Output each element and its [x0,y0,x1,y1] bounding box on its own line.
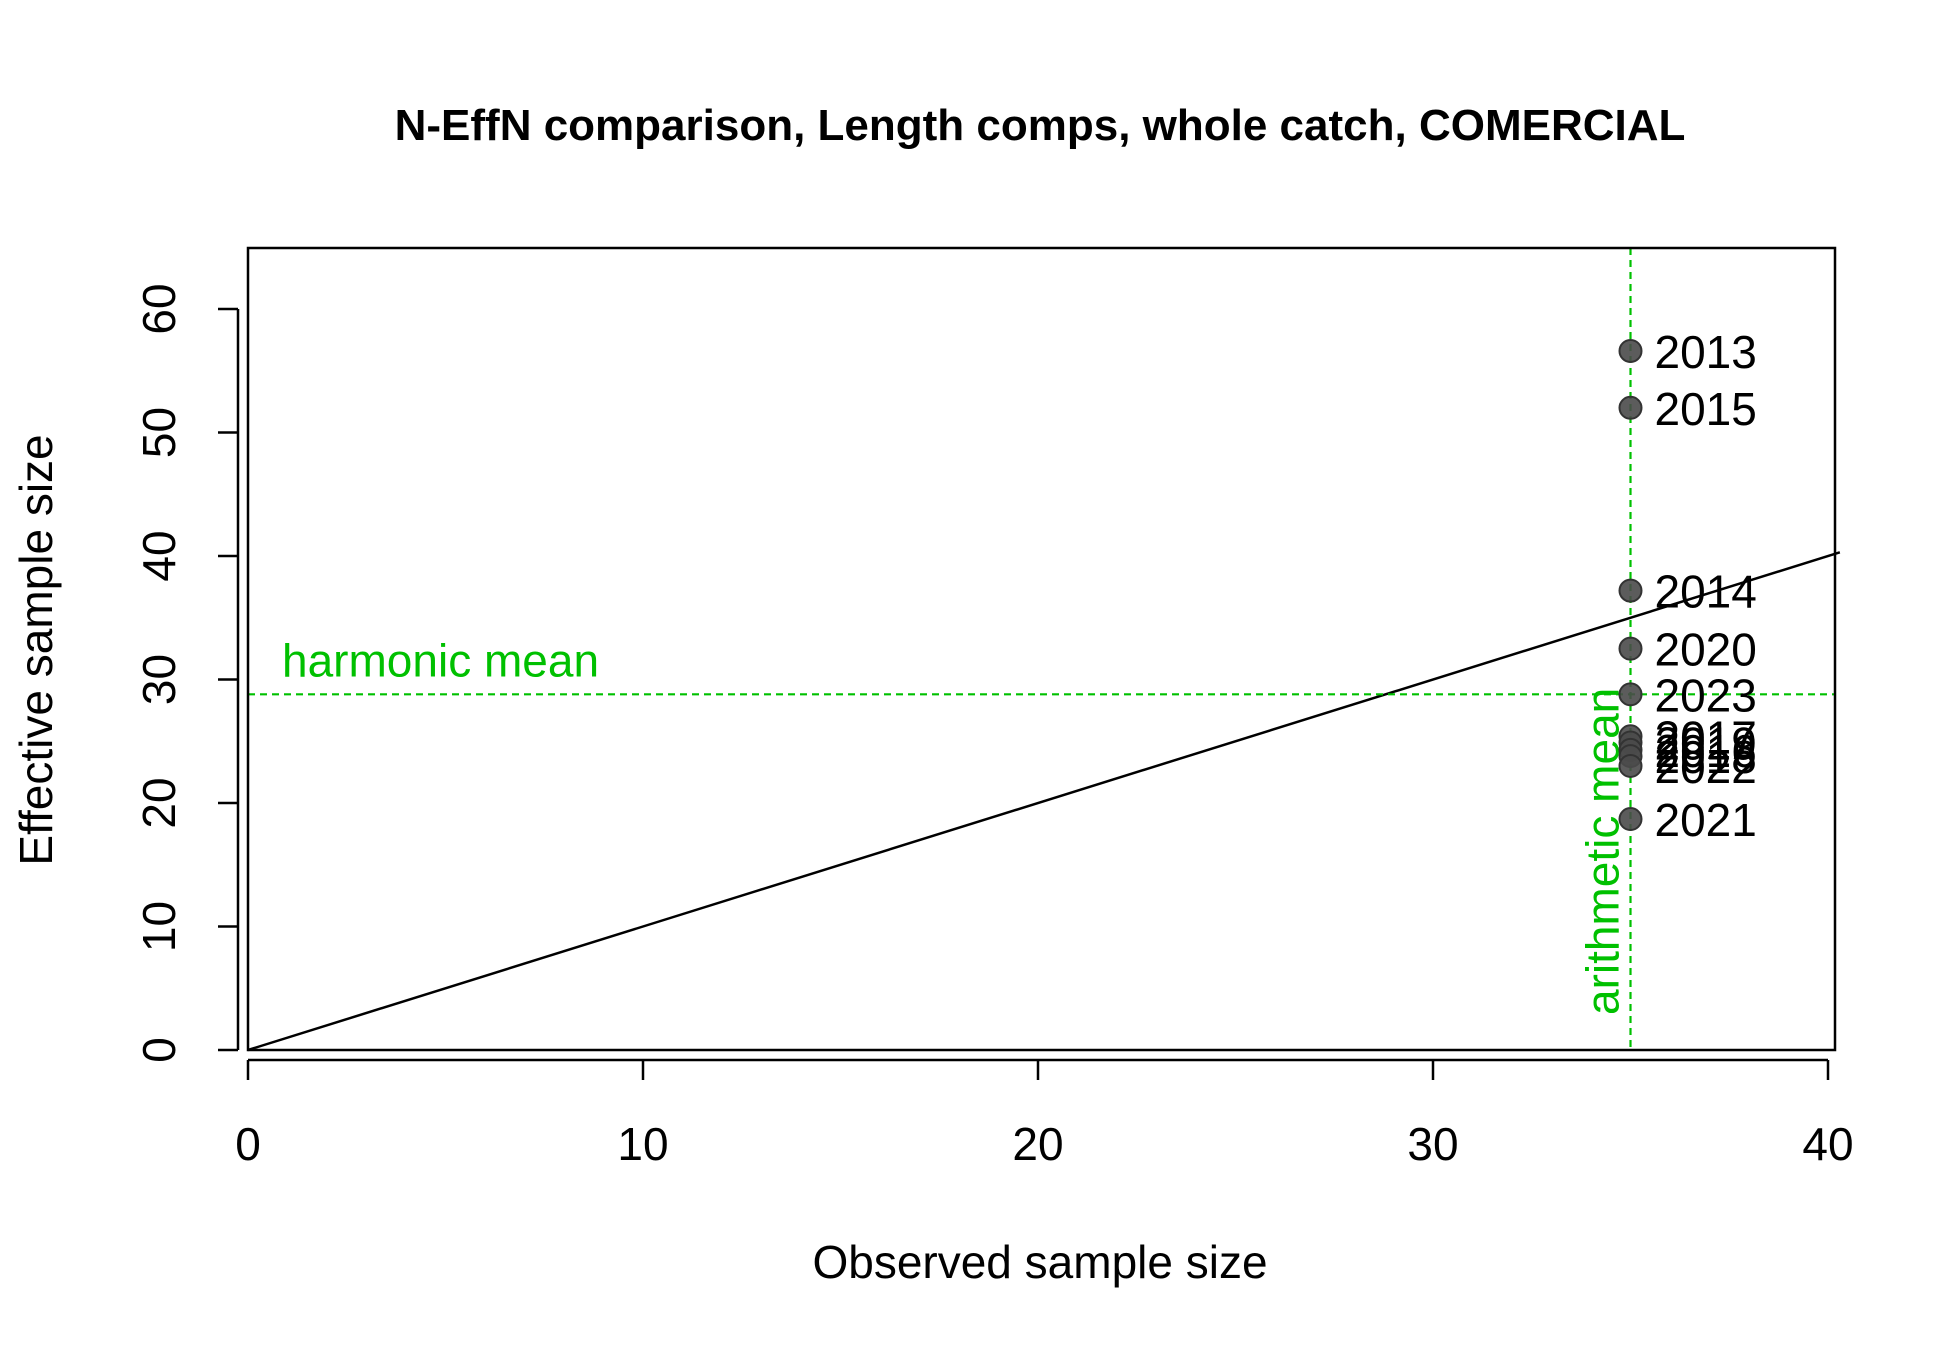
x-axis-label: Observed sample size [812,1236,1267,1288]
data-point [1618,578,1643,603]
x-tick-label: 0 [235,1118,261,1170]
point-label: 2018 [1655,731,1757,783]
y-axis-label: Effective sample size [10,434,62,865]
x-tick-label: 40 [1802,1118,1853,1170]
data-point [1618,338,1643,363]
data-point [1618,682,1643,707]
y-tick-label: 20 [133,777,185,828]
y-tick-label: 0 [133,1037,185,1063]
x-tick-label: 10 [617,1118,668,1170]
point-label: 2020 [1655,624,1757,676]
point-label: 2017 [1655,711,1757,763]
y-tick-label: 10 [133,901,185,952]
point-label: 2016 [1655,725,1757,777]
x-tick-label: 20 [1012,1118,1063,1170]
point-label: 2022 [1655,741,1757,793]
y-tick-label: 50 [133,407,185,458]
harmonic-mean-label: harmonic mean [282,634,599,686]
point-label: 2021 [1655,794,1757,846]
data-point [1618,636,1643,661]
data-point [1618,753,1643,778]
y-tick-label: 60 [133,283,185,334]
data-point [1618,807,1643,832]
data-point [1618,395,1643,420]
point-label: 2013 [1655,326,1757,378]
chart-title: N-EffN comparison, Length comps, whole c… [395,101,1686,150]
point-label: 2014 [1655,566,1757,618]
x-tick-label: 30 [1407,1118,1458,1170]
point-label: 2023 [1655,669,1757,721]
y-tick-label: 40 [133,530,185,581]
plot-frame [246,246,1837,1052]
identity-line [247,551,1841,1052]
y-tick-label: 30 [133,654,185,705]
point-label: 2015 [1655,383,1757,435]
point-label: 2019 [1655,717,1757,769]
